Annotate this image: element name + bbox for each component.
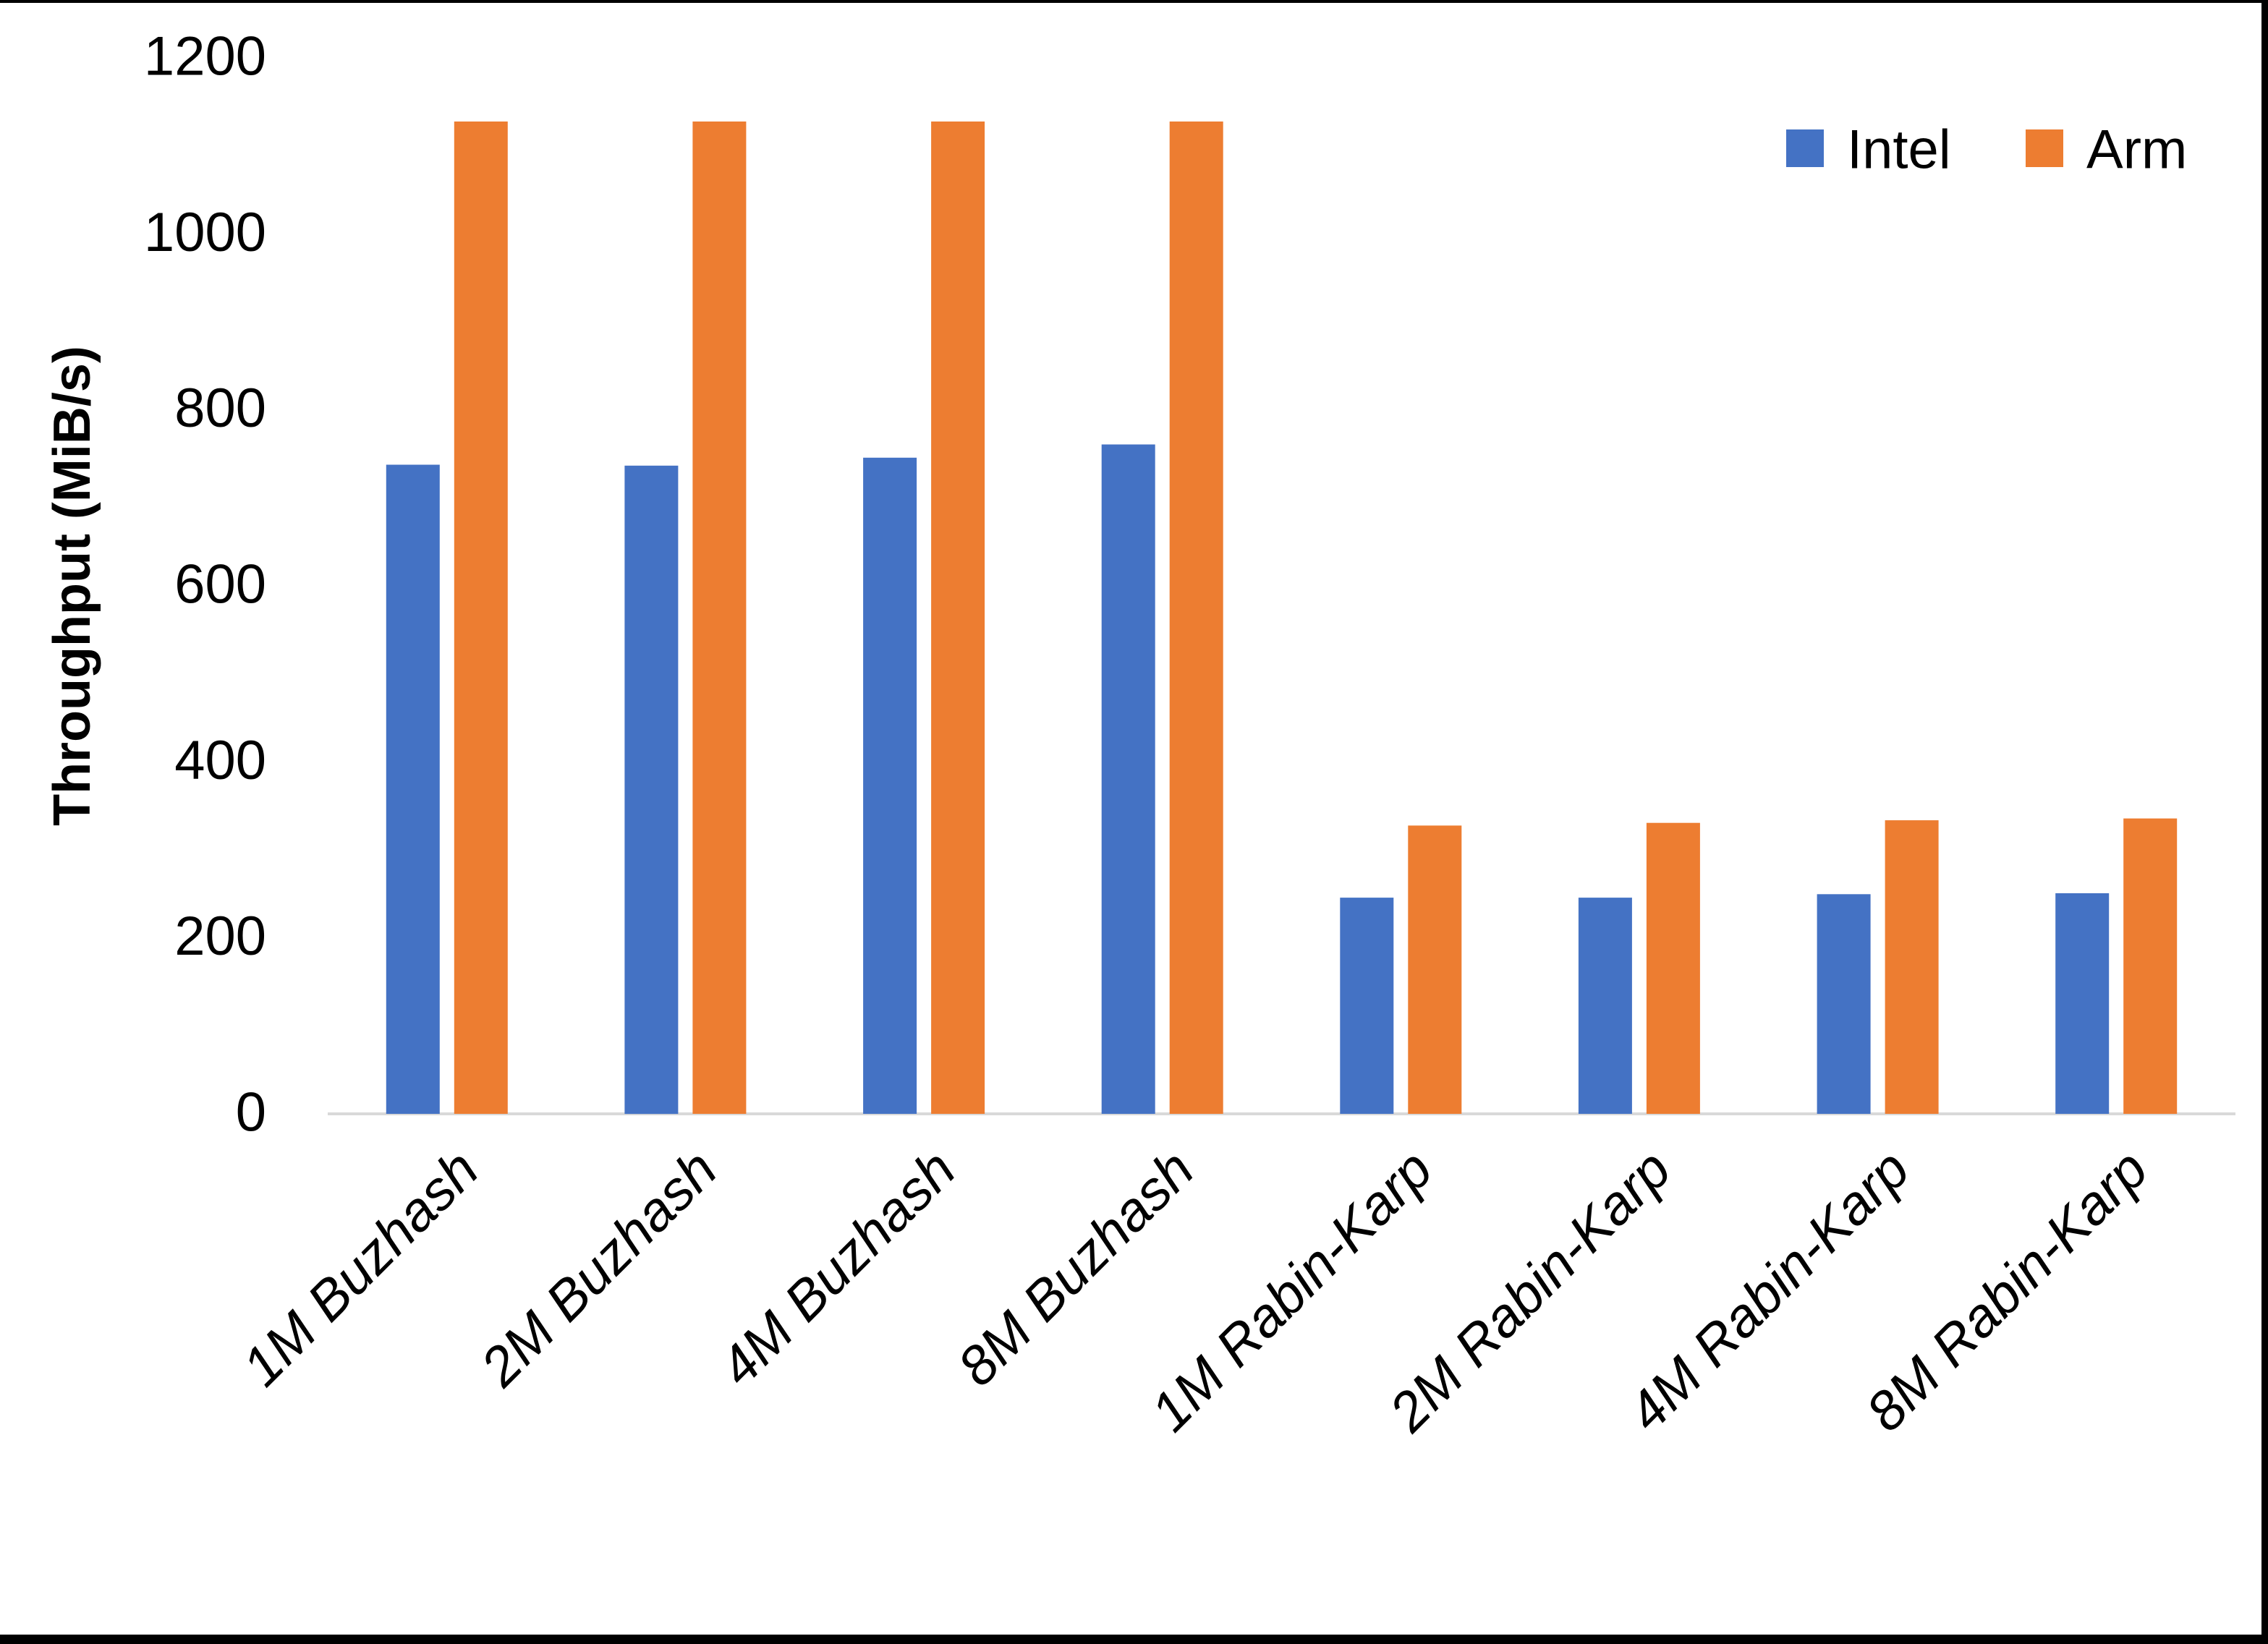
legend-swatch-arm (2026, 129, 2063, 167)
y-tick-label-400: 400 (174, 730, 266, 791)
y-axis-tick-labels: 0 200 400 600 800 1000 1200 (144, 26, 266, 1143)
y-tick-label-1000: 1000 (144, 202, 266, 263)
x-category-label-2m-buzhash: 2M Buzhash (469, 1138, 729, 1399)
bar-intel-4m-buzhash (863, 457, 917, 1114)
bar-intel-4m-rabin-karp (1817, 894, 1871, 1114)
bar-arm-4m-rabin-karp (1885, 820, 1939, 1114)
y-tick-label-600: 600 (174, 554, 266, 616)
frame-top-border (0, 0, 2268, 3)
bars-group (386, 122, 2178, 1115)
bar-intel-8m-buzhash (1101, 444, 1155, 1114)
bar-intel-8m-rabin-karp (2055, 893, 2110, 1114)
bar-arm-4m-buzhash (931, 122, 985, 1114)
bar-arm-1m-rabin-karp (1408, 825, 1462, 1114)
bar-arm-2m-rabin-karp (1646, 822, 1700, 1114)
bar-intel-2m-buzhash (624, 465, 679, 1115)
x-category-label-1m-buzhash: 1M Buzhash (231, 1138, 490, 1398)
y-tick-label-200: 200 (174, 906, 266, 967)
legend: Intel Arm (1786, 119, 2187, 181)
bar-arm-8m-rabin-karp (2123, 818, 2178, 1114)
x-category-label-4m-buzhash: 4M Buzhash (708, 1138, 967, 1398)
legend-swatch-intel (1786, 129, 1824, 167)
y-tick-label-0: 0 (236, 1082, 266, 1143)
y-tick-label-800: 800 (174, 378, 266, 439)
legend-label-arm: Arm (2086, 119, 2187, 181)
bar-intel-2m-rabin-karp (1578, 898, 1632, 1114)
y-axis-title: Throughput (MiB/s) (43, 346, 101, 826)
bar-arm-8m-buzhash (1169, 122, 1223, 1114)
frame-right-border (2261, 0, 2268, 1644)
bar-intel-1m-rabin-karp (1340, 898, 1394, 1114)
frame-bottom-border (0, 1635, 2268, 1644)
x-category-label-8m-buzhash: 8M Buzhash (946, 1138, 1206, 1398)
bar-intel-1m-buzhash (386, 464, 440, 1114)
bar-arm-2m-buzhash (692, 122, 747, 1114)
legend-label-intel: Intel (1847, 119, 1951, 181)
y-tick-label-1200: 1200 (144, 26, 266, 88)
bar-arm-1m-buzhash (454, 122, 508, 1114)
